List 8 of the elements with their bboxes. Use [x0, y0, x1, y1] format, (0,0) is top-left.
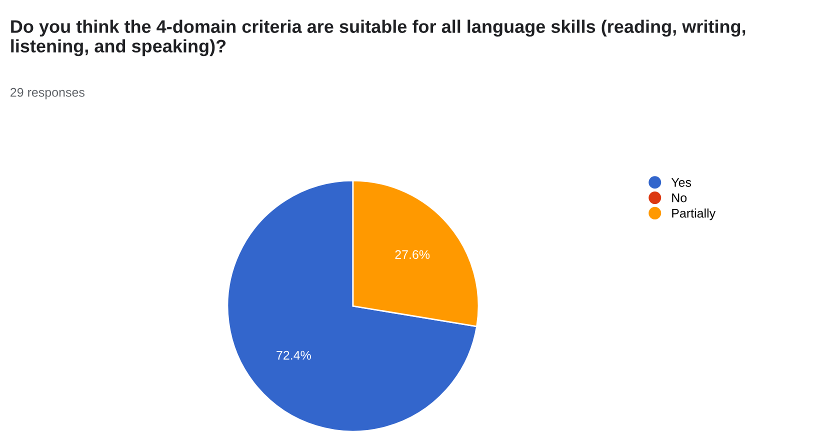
legend-label: Yes — [671, 178, 692, 187]
pie-slice — [226, 180, 478, 432]
legend-label: Partially — [672, 208, 716, 220]
legend-label: No — [672, 194, 687, 202]
chart-title: Do you think the 4-domain criteria are suitable for all language skills (reading, writing, listening, and speaking)? — [11, 20, 746, 56]
data-label: 27.6% — [395, 250, 430, 260]
text: 29 responses — [10, 88, 84, 100]
data-label: 72.4% — [276, 350, 311, 360]
